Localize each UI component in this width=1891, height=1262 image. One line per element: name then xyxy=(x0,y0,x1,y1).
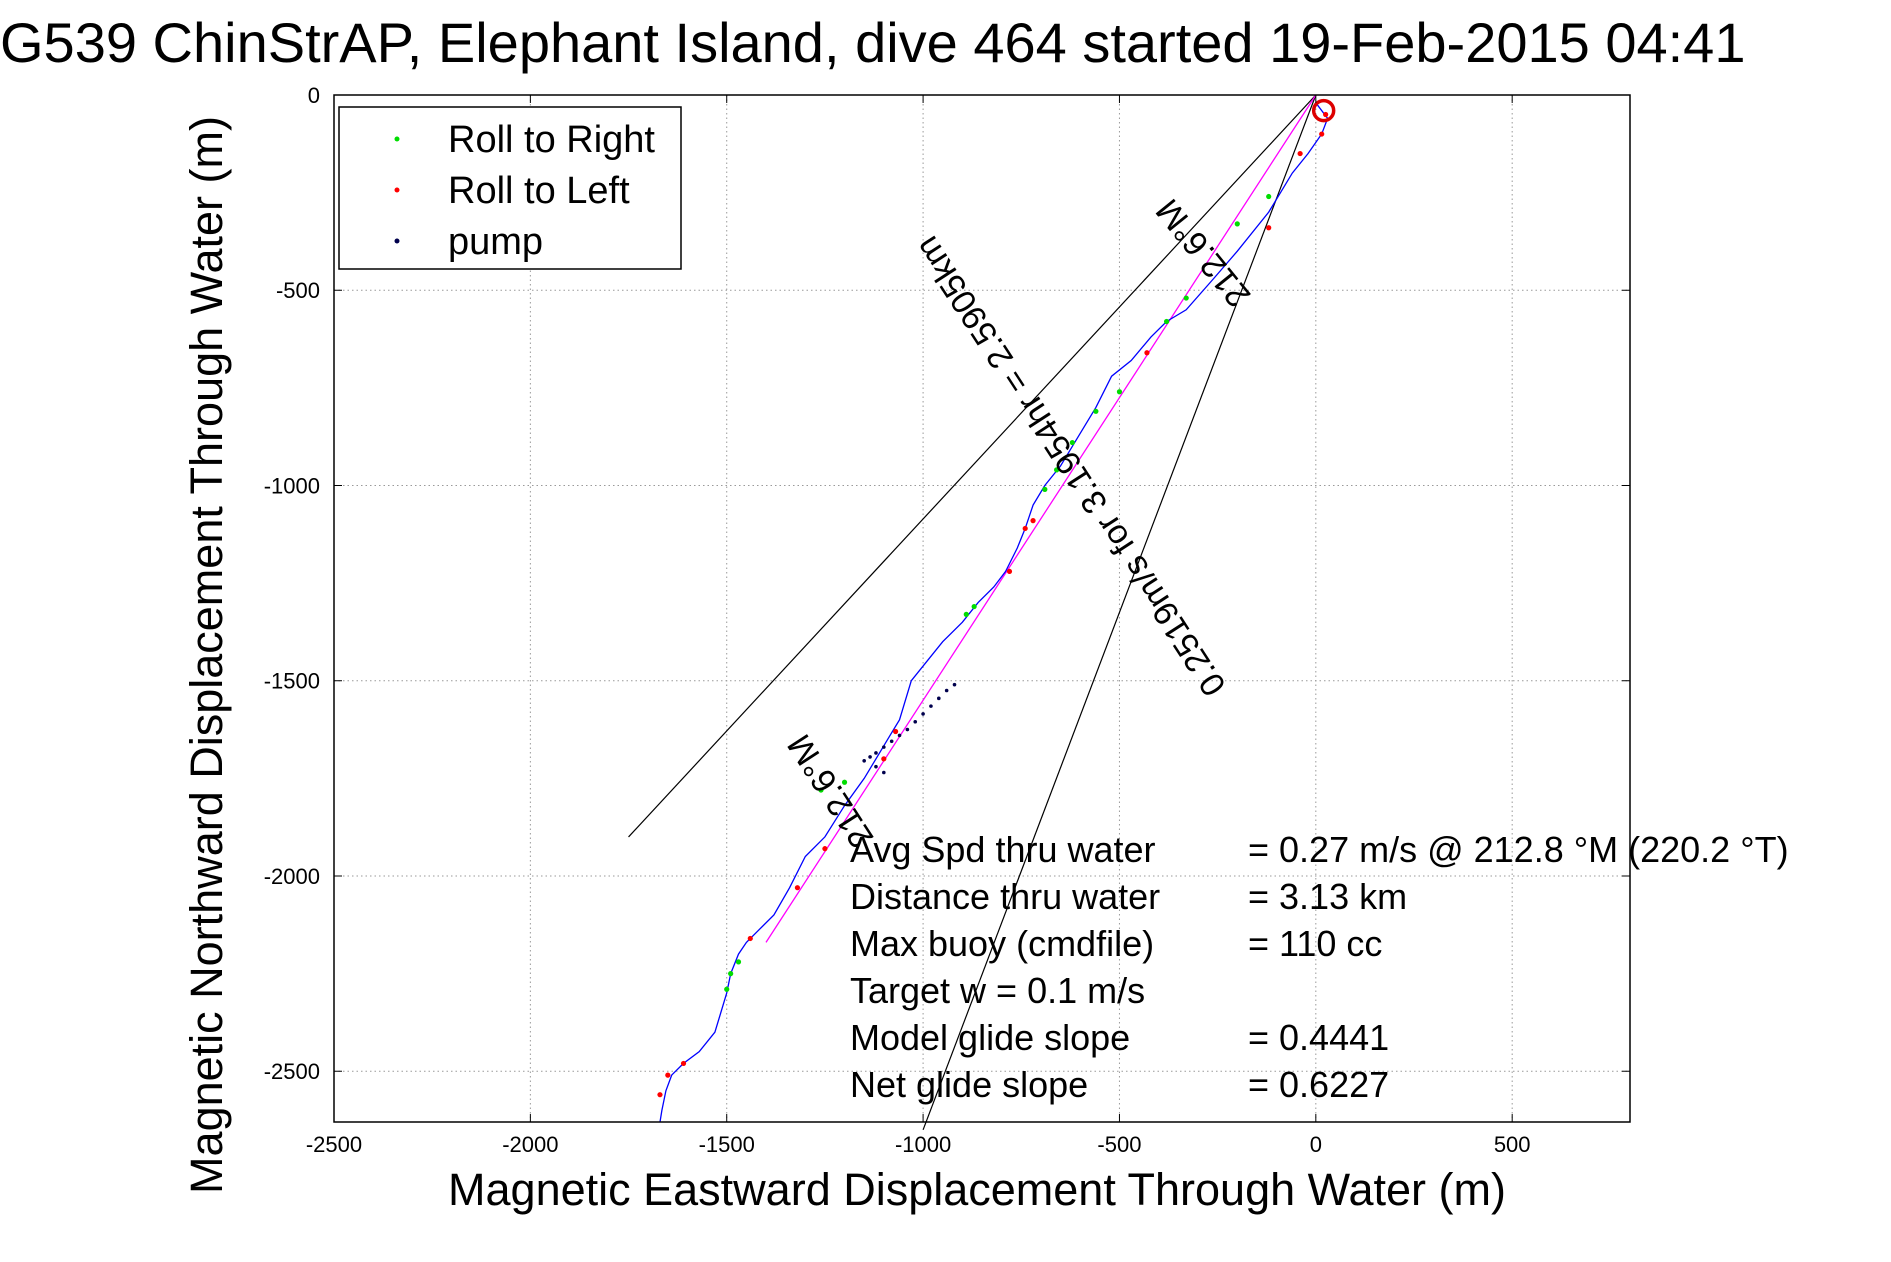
x-tick-label: -2500 xyxy=(306,1132,362,1157)
roll-left-point xyxy=(1297,150,1303,157)
legend-label-roll-right: Roll to Right xyxy=(448,119,655,161)
stat-value-model-glide: = 0.4441 xyxy=(1248,1017,1389,1058)
legend-marker-roll-left xyxy=(394,187,400,193)
roll-left-point xyxy=(665,1072,671,1078)
x-tick-label: -1000 xyxy=(895,1132,951,1157)
roll-left-point xyxy=(881,756,887,762)
roll-right-point xyxy=(1266,193,1272,200)
pump-point xyxy=(897,733,902,738)
cone-line xyxy=(922,94,1317,1131)
roll-left-point xyxy=(1006,568,1013,575)
pump-point xyxy=(874,764,878,769)
roll-right-point xyxy=(728,971,734,977)
x-tick-label: 0 xyxy=(1310,1132,1322,1157)
avg-heading-line xyxy=(765,94,1317,943)
roll-right-point xyxy=(1093,408,1099,414)
pump-point xyxy=(868,755,872,759)
y-tick-label: -1500 xyxy=(264,669,320,694)
stat-value-net-glide: = 0.6227 xyxy=(1248,1064,1389,1105)
stat-value-avg-speed: = 0.27 m/s @ 212.8 °M (220.2 °T) xyxy=(1248,829,1789,870)
speed-distance-label: 0.2519m/s for 3.1954hr = 2.5905km xyxy=(908,229,1234,702)
pump-point xyxy=(929,704,933,708)
start-marker xyxy=(1311,98,1336,123)
roll-right-point xyxy=(724,986,730,992)
y-tick-label: -2000 xyxy=(264,864,320,889)
roll-left-point xyxy=(822,846,828,852)
stat-label-distance: Distance thru water xyxy=(850,876,1160,917)
legend-marker-pump xyxy=(394,238,400,244)
roll-right-point xyxy=(1183,295,1189,301)
pump-point xyxy=(905,727,910,732)
pump-point xyxy=(921,712,925,716)
y-tick-label: 0 xyxy=(308,83,320,108)
roll-left-point xyxy=(680,1060,687,1067)
pump-point xyxy=(889,739,894,744)
roll-left-point xyxy=(657,1092,663,1098)
stat-value-max-buoy: = 110 cc xyxy=(1248,923,1382,964)
roll-left-point xyxy=(1323,111,1329,118)
pump-point xyxy=(913,719,918,724)
roll-right-point xyxy=(963,611,969,617)
pump-point xyxy=(874,751,878,755)
stat-value-distance: = 3.13 km xyxy=(1248,876,1407,917)
roll-right-point xyxy=(1042,486,1048,492)
roll-left-point xyxy=(1144,350,1150,356)
y-tick-label: -2500 xyxy=(264,1059,320,1084)
roll-right-point xyxy=(841,779,848,785)
legend: Roll to Right Roll to Left pump xyxy=(338,106,682,270)
x-tick-label: -2000 xyxy=(502,1132,558,1157)
pump-point xyxy=(937,696,941,701)
x-axis-title: Magnetic Eastward Displacement Through W… xyxy=(448,1164,1506,1215)
x-tick-label: 500 xyxy=(1494,1132,1531,1157)
cone-line xyxy=(628,94,1317,838)
y-tick-label: -1000 xyxy=(264,473,320,498)
series-layer xyxy=(657,94,1336,1123)
stat-label-max-buoy: Max buoy (cmdfile) xyxy=(850,923,1154,964)
roll-right-point xyxy=(1054,467,1060,473)
cone-lines xyxy=(628,94,1317,1131)
roll-left-point xyxy=(1030,518,1036,524)
pump-point xyxy=(862,758,866,763)
chart-title: G539 ChinStrAP, Elephant Island, dive 46… xyxy=(0,11,1745,74)
y-tick-label: -500 xyxy=(276,278,320,303)
roll-right-point xyxy=(1069,439,1075,446)
stat-label-net-glide: Net glide slope xyxy=(850,1064,1088,1105)
roll-right-point xyxy=(818,787,824,793)
roll-left-point xyxy=(747,935,753,942)
y-axis-title: Magnetic Northward Displacement Through … xyxy=(181,116,232,1194)
x-tick-label: -1500 xyxy=(699,1132,755,1157)
roll-right-point xyxy=(735,959,742,965)
grid-lines xyxy=(333,94,1630,1122)
roll-right-point xyxy=(971,603,977,610)
legend-label-roll-left: Roll to Left xyxy=(448,170,630,212)
pump-point xyxy=(882,770,886,775)
roll-right-point xyxy=(1116,389,1123,395)
roll-left-point xyxy=(1319,131,1325,137)
stat-label-avg-speed: Avg Spd thru water xyxy=(850,829,1156,870)
pump-point xyxy=(882,745,886,749)
pump-point xyxy=(944,688,949,693)
tick-labels: -2500 -2000 -1500 -1000 -500 0 500 0 -500 -1000 -1… xyxy=(264,83,1630,1157)
legend-label-pump: pump xyxy=(448,221,543,263)
stat-label-model-glide: Model glide slope xyxy=(850,1017,1130,1058)
x-tick-label: -500 xyxy=(1097,1132,1141,1157)
pump-point xyxy=(952,682,957,687)
roll-right-point xyxy=(1234,221,1240,227)
line-annotations: 212.6°M 0.2519m/s for 3.1954hr = 2.5905k… xyxy=(780,192,1258,855)
stats-block: Avg Spd thru water = 0.27 m/s @ 212.8 °M… xyxy=(850,829,1789,1105)
plot-frame xyxy=(333,94,1631,1123)
legend-marker-roll-right xyxy=(394,136,400,142)
stat-label-target-w: Target w = 0.1 m/s xyxy=(850,970,1145,1011)
roll-left-point xyxy=(1266,225,1272,231)
roll-left-point xyxy=(794,885,801,891)
roll-left-point xyxy=(1022,525,1028,532)
roll-left-point xyxy=(893,728,899,735)
roll-right-point xyxy=(1163,318,1170,325)
